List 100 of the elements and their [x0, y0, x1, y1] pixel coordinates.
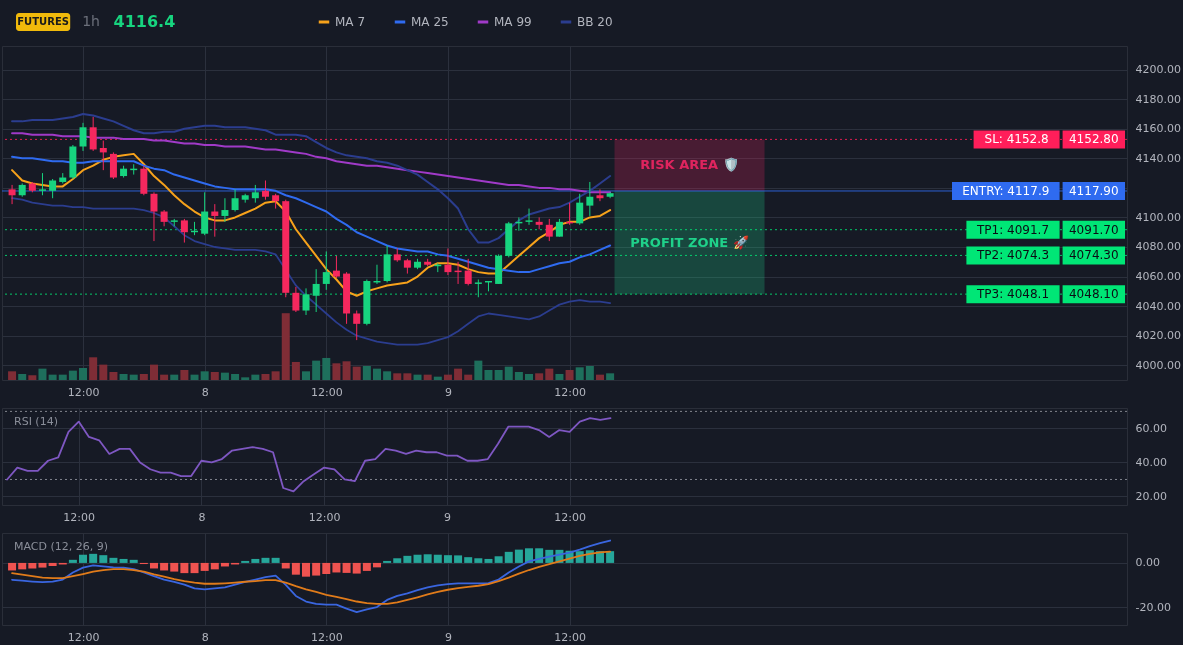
bar — [48, 562, 57, 567]
bar — [322, 562, 331, 575]
candlestick — [150, 191, 158, 242]
line-series — [11, 112, 612, 244]
bar — [362, 365, 371, 380]
bar — [484, 558, 493, 563]
y-tick-label: 4140.00 — [1135, 151, 1181, 165]
bar — [109, 557, 118, 563]
x-tick-label: 12:00 — [554, 630, 586, 644]
bar — [210, 371, 219, 380]
candlestick — [89, 116, 97, 152]
annotation: 4152.80 — [1068, 132, 1119, 147]
text: MACD (12, 26, 9) — [14, 540, 109, 553]
annotation: 4074.30 — [1068, 248, 1119, 263]
bar — [99, 364, 108, 380]
bar — [494, 369, 503, 380]
bar — [606, 373, 615, 380]
candlestick — [201, 191, 209, 236]
bar — [464, 374, 473, 380]
text: FUTURES — [17, 16, 69, 27]
candlestick — [221, 197, 229, 223]
candlestick — [586, 181, 594, 217]
y-tick-label: 4020.00 — [1135, 329, 1181, 343]
candlestick — [292, 286, 300, 313]
y-tick-label: 4100.00 — [1135, 210, 1181, 224]
bar — [180, 369, 189, 380]
candlestick — [596, 188, 604, 202]
bar — [585, 365, 594, 380]
bar — [99, 555, 108, 563]
bar — [149, 562, 158, 569]
y-tick-label: 4160.00 — [1135, 122, 1181, 136]
bar — [89, 553, 98, 563]
bar — [606, 551, 615, 563]
bar — [68, 559, 77, 563]
annotation: 4048.10 — [1068, 287, 1119, 302]
x-tick-label: 9 — [444, 385, 452, 399]
bar — [160, 374, 169, 380]
bar — [281, 313, 290, 380]
y-tick-label: 4000.00 — [1135, 358, 1181, 372]
legend-label: MA 99 — [494, 15, 532, 29]
bar — [565, 369, 574, 380]
ref-line-label: ENTRY: 4117.9 — [962, 183, 1050, 198]
text: 4116.4 — [113, 12, 176, 31]
bar — [494, 556, 503, 563]
text: RSI (14) — [14, 415, 58, 428]
candlestick — [38, 172, 46, 196]
bar — [504, 551, 513, 563]
bar — [129, 374, 138, 380]
bar — [109, 371, 118, 380]
y-tick-label: 4200.00 — [1135, 63, 1181, 77]
x-tick-label: 9 — [444, 630, 452, 644]
bar — [38, 562, 47, 568]
bar — [8, 371, 17, 380]
candlestick — [322, 250, 330, 291]
bar — [464, 557, 473, 563]
bar — [484, 369, 493, 380]
bar — [372, 562, 381, 568]
bar — [68, 370, 77, 380]
y-tick-label: 4180.00 — [1135, 92, 1181, 106]
bar — [28, 562, 37, 569]
candlestick — [211, 203, 219, 238]
y-tick-label: 4080.00 — [1135, 240, 1181, 254]
bar — [160, 562, 169, 571]
candlestick — [231, 188, 239, 213]
bar — [322, 357, 331, 380]
candlestick — [302, 287, 310, 316]
bar — [119, 558, 128, 563]
bar — [302, 562, 311, 577]
bar — [170, 562, 179, 572]
bar — [352, 366, 361, 380]
bar — [149, 364, 158, 380]
bar — [291, 562, 300, 575]
ref-line-label: SL: 4152.8 — [984, 132, 1049, 147]
line-series — [11, 550, 612, 605]
bar — [595, 374, 604, 380]
bar — [261, 557, 270, 563]
bar — [190, 562, 199, 574]
candlestick — [464, 258, 472, 286]
bar — [413, 554, 422, 563]
bar — [241, 377, 250, 380]
bar — [281, 562, 290, 569]
band-label: PROFIT ZONE 🚀 — [630, 234, 749, 250]
bar — [302, 371, 311, 380]
x-tick-label: 9 — [443, 510, 451, 524]
x-tick-label: 12:00 — [67, 385, 100, 399]
bar — [514, 371, 523, 380]
bar — [170, 374, 179, 380]
bar — [119, 373, 128, 380]
line-series — [11, 539, 612, 614]
band-label: RISK AREA 🛡 — [640, 157, 739, 173]
bar — [18, 373, 27, 380]
bar — [291, 361, 300, 380]
bar — [423, 374, 432, 380]
bar — [362, 562, 371, 571]
bar — [200, 371, 209, 380]
y-tick-label: 4040.00 — [1135, 299, 1181, 313]
bar — [89, 357, 98, 380]
bar — [200, 562, 209, 571]
bar — [443, 555, 452, 563]
candlestick — [109, 151, 117, 180]
